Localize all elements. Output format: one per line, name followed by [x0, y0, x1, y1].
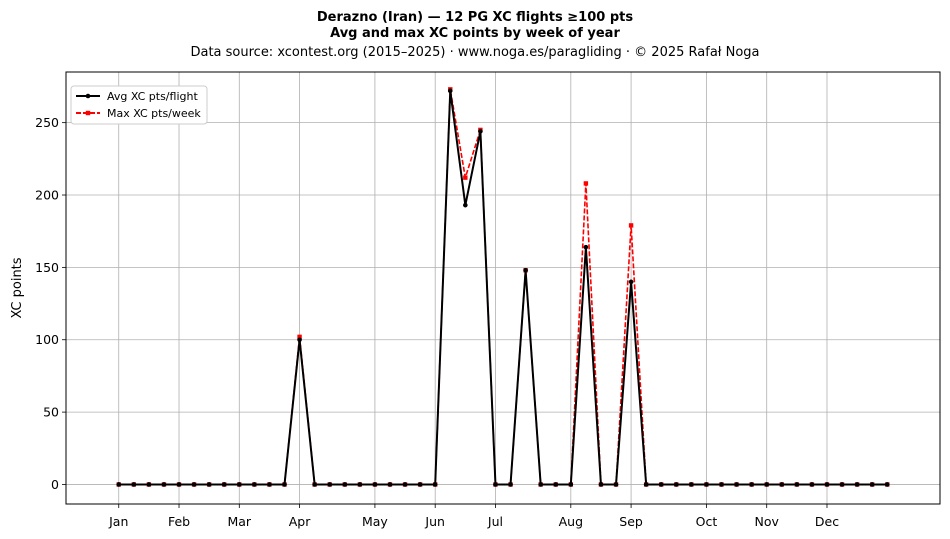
data-point-avg [508, 482, 513, 487]
data-point-avg [282, 482, 287, 487]
data-point-avg [764, 482, 770, 487]
data-point-avg [704, 482, 709, 487]
data-point-avg [523, 267, 528, 273]
legend-box [70, 85, 208, 125]
data-point-avg [538, 482, 543, 487]
x-tick-label: Jul [487, 514, 503, 529]
data-point-avg [221, 482, 227, 487]
data-point-avg [327, 482, 333, 487]
data-point-max [583, 181, 589, 186]
data-point-avg [628, 279, 634, 285]
data-point-max [297, 334, 302, 340]
legend: Avg XC pts/flight Max XC pts/week [70, 85, 208, 125]
data-point-avg [824, 482, 830, 487]
data-point-avg [809, 482, 815, 487]
y-axis: 0 50 100 150 200 250 [35, 115, 66, 492]
data-point-avg [402, 482, 408, 487]
data-point-avg [447, 88, 453, 94]
x-tick-label: Apr [289, 514, 311, 529]
y-tick-label: 200 [35, 188, 59, 203]
x-tick-label: Aug [559, 514, 583, 529]
chart-subtitle: Avg and max XC points by week of year [330, 26, 620, 41]
x-axis: Jan Feb Mar Apr May Jun Jul Aug Sep Oct Nov Dec [108, 504, 839, 529]
data-point-avg [583, 244, 589, 250]
data-point-avg [146, 482, 152, 487]
series-layer [116, 87, 890, 487]
data-point-avg [417, 482, 423, 487]
data-point-avg [869, 482, 875, 487]
data-point-avg [432, 482, 438, 487]
data-point-avg [312, 482, 317, 487]
data-point-max [463, 175, 468, 180]
data-point-avg [206, 482, 212, 487]
data-point-avg [357, 482, 363, 487]
data-point-avg [613, 482, 619, 487]
y-axis-label: XC points [10, 257, 25, 318]
data-point-avg [643, 482, 649, 487]
chart-source: Data source: xcontest.org (2015–2025) · … [190, 45, 759, 60]
plot-frame [65, 71, 941, 505]
data-point-avg [463, 202, 468, 208]
legend-label-max: Max XC pts/week [107, 107, 201, 120]
x-tick-label: Feb [168, 514, 190, 529]
x-tick-label: Oct [696, 514, 718, 529]
legend-label-avg: Avg XC pts/flight [107, 90, 198, 103]
data-point-avg [252, 482, 257, 487]
data-point-avg [297, 337, 302, 343]
data-point-avg [734, 482, 739, 487]
data-point-avg [236, 482, 242, 487]
x-tick-label: Jan [108, 514, 128, 529]
data-point-avg [493, 482, 498, 487]
legend-marker-avg [85, 93, 91, 99]
data-point-avg [553, 482, 559, 487]
data-point-avg [854, 482, 860, 487]
y-tick-label: 250 [35, 115, 59, 130]
data-point-max [628, 223, 634, 228]
data-point-avg [176, 482, 182, 487]
data-point-avg [598, 482, 604, 487]
legend-marker-max [85, 110, 91, 116]
data-point-avg [779, 482, 785, 487]
data-point-avg [568, 482, 574, 487]
data-point-avg [131, 482, 137, 487]
x-tick-label: Nov [755, 514, 780, 529]
x-tick-label: Jun [424, 514, 445, 529]
data-point-avg [749, 482, 754, 487]
data-point-avg [658, 482, 664, 487]
data-point-avg [191, 482, 197, 487]
y-tick-label: 150 [35, 260, 59, 275]
data-point-avg [794, 482, 800, 487]
data-point-avg [342, 482, 348, 487]
data-point-avg [372, 482, 378, 487]
grid-lines [66, 72, 940, 504]
x-tick-label: Sep [619, 514, 643, 529]
y-tick-label: 50 [43, 405, 59, 420]
data-point-avg [839, 482, 845, 487]
data-point-avg [161, 482, 167, 487]
series-line-avg [118, 89, 888, 486]
data-point-avg [478, 129, 483, 134]
data-point-avg [689, 482, 694, 487]
chart-title: Derazno (Iran) — 12 PG XC flights ≥100 p… [317, 10, 633, 25]
y-tick-label: 0 [51, 477, 59, 492]
data-point-avg [884, 482, 890, 487]
data-point-avg [387, 482, 393, 487]
series-line-max [118, 88, 888, 486]
x-tick-label: Mar [227, 514, 251, 529]
data-point-avg [673, 482, 679, 487]
x-tick-label: May [362, 514, 388, 529]
y-tick-label: 100 [35, 332, 59, 347]
data-point-avg [719, 482, 724, 487]
data-point-avg [116, 482, 122, 487]
x-tick-label: Dec [815, 514, 839, 529]
data-point-avg [267, 482, 272, 487]
